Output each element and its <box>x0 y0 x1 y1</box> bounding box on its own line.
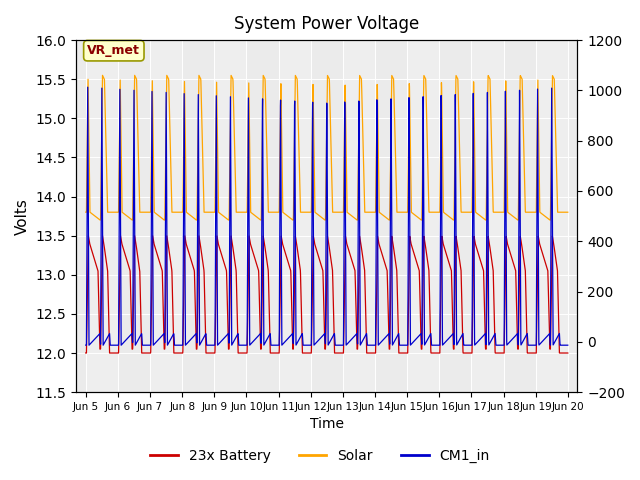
Bar <box>375 40 407 392</box>
Text: VR_met: VR_met <box>88 44 140 57</box>
Bar <box>150 40 182 392</box>
23x Battery <box>82 350 90 356</box>
Solar <box>137 209 145 215</box>
23x Battery <box>288 303 296 309</box>
CM1_in <box>555 332 563 338</box>
CM1_in <box>564 342 572 348</box>
23x Battery <box>564 350 572 356</box>
Bar <box>118 40 150 392</box>
23x Battery <box>555 309 563 315</box>
23x Battery <box>166 251 173 257</box>
Line: CM1_in: CM1_in <box>86 87 568 345</box>
Bar <box>182 40 214 392</box>
X-axis label: Time: Time <box>310 418 344 432</box>
Bar <box>343 40 375 392</box>
Solar <box>166 118 173 123</box>
Bar <box>278 40 310 392</box>
Bar <box>568 40 600 392</box>
Line: Solar: Solar <box>86 75 568 220</box>
Solar <box>555 209 563 215</box>
Line: 23x Battery: 23x Battery <box>86 236 568 353</box>
CM1_in <box>502 306 510 312</box>
Solar <box>267 209 275 215</box>
Solar <box>82 209 90 215</box>
Bar <box>472 40 504 392</box>
Bar <box>86 40 118 392</box>
CM1_in <box>288 332 296 337</box>
23x Battery <box>502 236 510 241</box>
Y-axis label: Volts: Volts <box>15 198 30 235</box>
Bar <box>504 40 536 392</box>
Bar <box>536 40 568 392</box>
CM1_in <box>137 332 145 338</box>
23x Battery <box>84 233 92 239</box>
Title: System Power Voltage: System Power Voltage <box>234 15 419 33</box>
CM1_in <box>267 340 275 346</box>
Solar <box>96 217 104 223</box>
CM1_in <box>84 84 92 90</box>
Legend: 23x Battery, Solar, CM1_in: 23x Battery, Solar, CM1_in <box>145 443 495 468</box>
Solar <box>503 142 511 147</box>
23x Battery <box>267 350 275 356</box>
CM1_in <box>82 342 90 348</box>
CM1_in <box>166 338 173 344</box>
Solar <box>288 216 296 222</box>
Bar <box>214 40 246 392</box>
23x Battery <box>137 317 145 323</box>
Solar <box>99 72 106 78</box>
Bar <box>407 40 439 392</box>
Bar <box>310 40 343 392</box>
Solar <box>564 209 572 215</box>
Bar <box>246 40 278 392</box>
Bar <box>439 40 472 392</box>
